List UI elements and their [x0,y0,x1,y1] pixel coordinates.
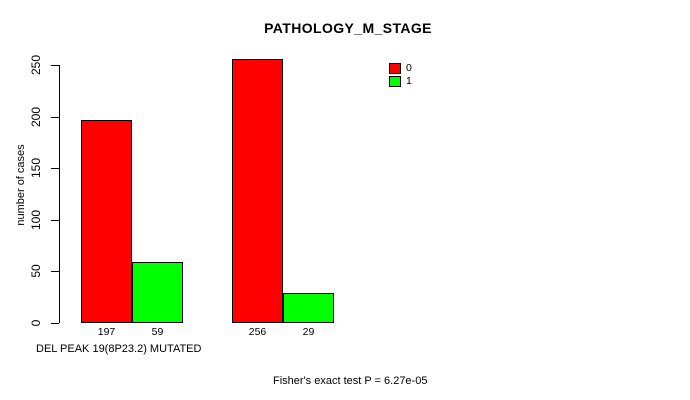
fisher-test-annotation: Fisher's exact test P = 6.27e-05 [273,375,428,387]
y-axis-tick [51,65,59,66]
y-axis-tick [51,271,59,273]
bar-1-group2 [283,293,334,323]
legend-label: 0 [406,62,412,74]
bar-value-label: 59 [151,326,164,338]
y-axis-tick-label: 100 [29,209,43,230]
y-axis-tick-label: 200 [29,106,43,127]
y-axis-tick [51,323,59,324]
bar-0-group2 [232,59,283,323]
bar-value-label: 256 [248,326,267,338]
legend-item-1: 1 [389,75,412,87]
y-axis-tick [51,168,59,170]
bar-0-group1 [81,120,132,323]
bar-value-label: 197 [97,326,116,338]
y-axis-tick [51,116,59,118]
y-axis-tick [51,219,59,221]
y-axis-line [59,65,60,323]
legend-item-0: 0 [389,62,412,74]
legend-label: 1 [406,75,412,87]
y-axis-tick-label: 0 [29,319,43,327]
chart-title: PATHOLOGY_M_STAGE [264,20,432,36]
bar-1-group1 [132,262,183,323]
bar-value-label: 29 [302,326,315,338]
legend-swatch-green [389,75,401,87]
y-axis-tick-label: 150 [29,158,43,179]
legend: 0 1 [389,62,412,88]
y-axis-title: number of cases [15,144,27,226]
x-axis-title: DEL PEAK 19(8P23.2) MUTATED [36,343,202,355]
y-axis-tick-label: 50 [29,264,43,279]
legend-swatch-red [389,62,401,74]
y-axis-tick-label: 250 [29,54,43,76]
